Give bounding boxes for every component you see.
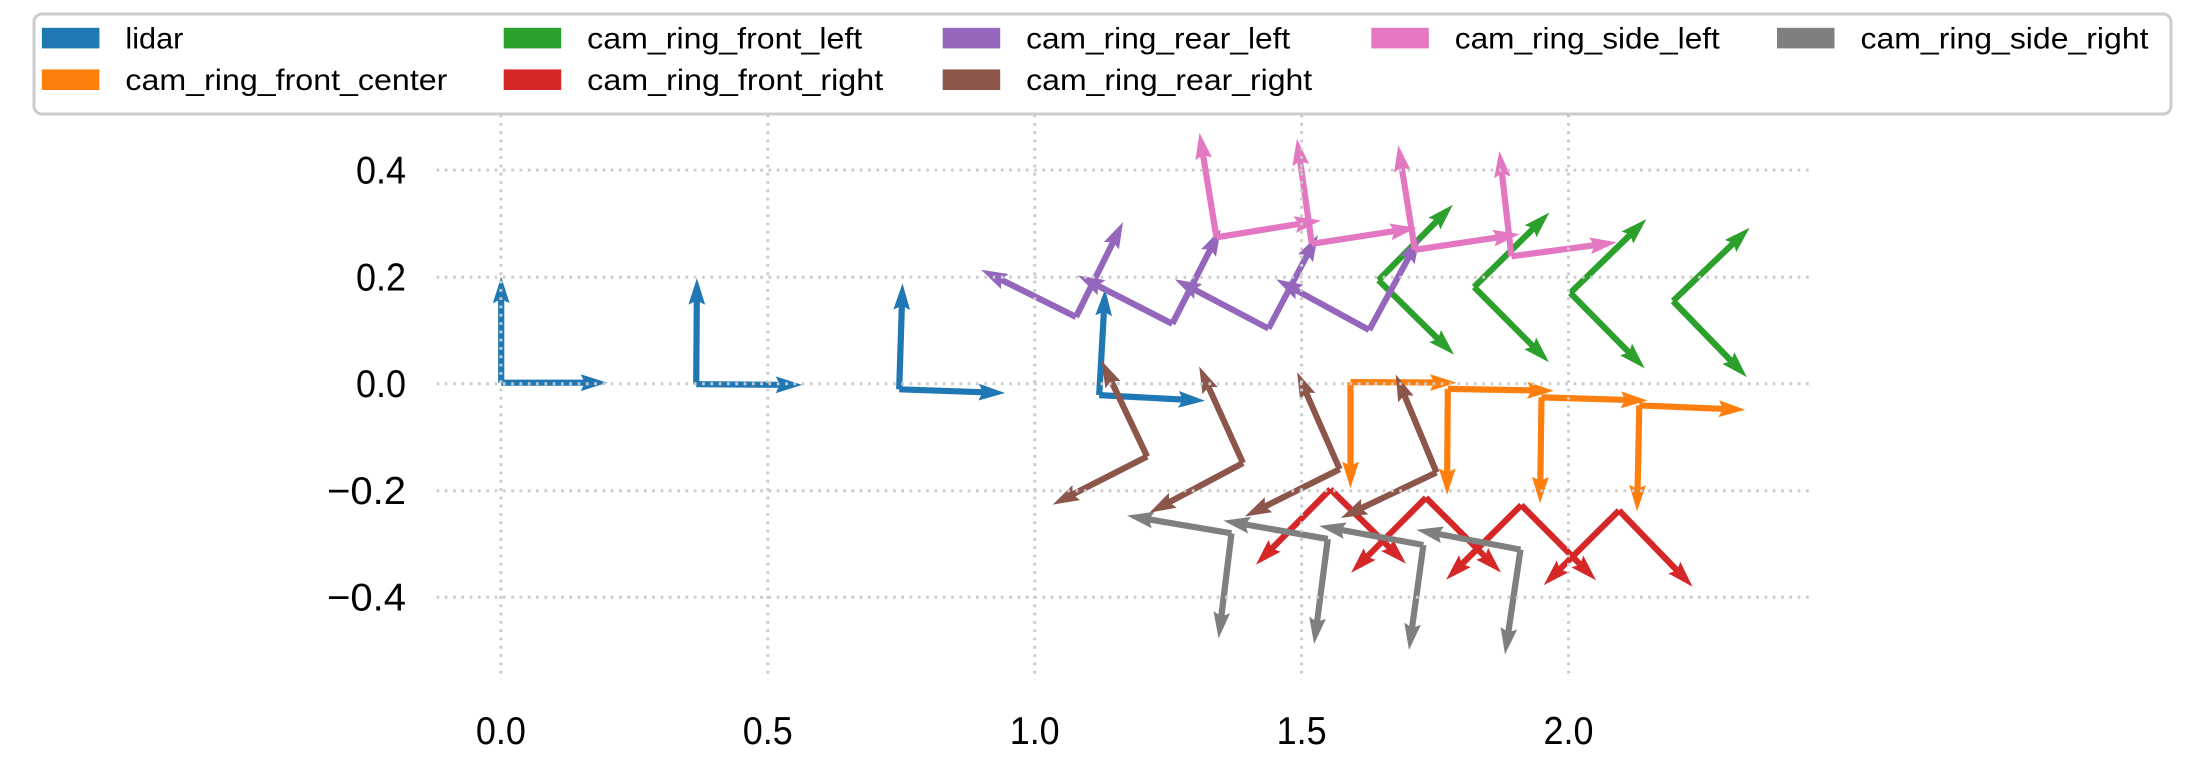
svg-text:0.4: 0.4 xyxy=(356,150,406,193)
svg-text:−0.4: −0.4 xyxy=(327,577,406,620)
svg-text:cam_ring_front_center: cam_ring_front_center xyxy=(125,64,447,97)
svg-text:lidar: lidar xyxy=(125,23,183,56)
svg-text:2.0: 2.0 xyxy=(1544,710,1594,753)
svg-text:cam_ring_front_left: cam_ring_front_left xyxy=(587,23,863,56)
svg-text:cam_ring_rear_right: cam_ring_rear_right xyxy=(1026,64,1313,97)
svg-text:cam_ring_front_right: cam_ring_front_right xyxy=(587,64,884,97)
svg-text:cam_ring_side_left: cam_ring_side_left xyxy=(1455,23,1721,56)
svg-text:cam_ring_side_right: cam_ring_side_right xyxy=(1861,23,2150,56)
svg-text:1.5: 1.5 xyxy=(1277,710,1327,753)
svg-text:0.2: 0.2 xyxy=(356,257,406,300)
svg-text:0.0: 0.0 xyxy=(476,710,526,753)
svg-text:1.0: 1.0 xyxy=(1010,710,1060,753)
svg-text:cam_ring_rear_left: cam_ring_rear_left xyxy=(1026,23,1291,56)
svg-text:0.5: 0.5 xyxy=(743,710,793,753)
svg-text:0.0: 0.0 xyxy=(356,363,406,406)
svg-text:−0.2: −0.2 xyxy=(327,470,406,513)
